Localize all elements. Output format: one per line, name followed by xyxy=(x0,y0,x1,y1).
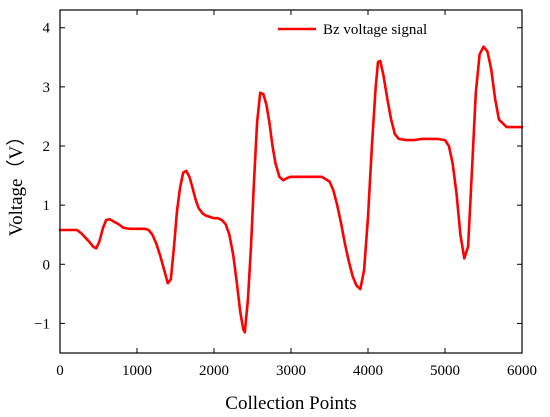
x-tick-label: 6000 xyxy=(507,363,537,379)
x-tick-label: 3000 xyxy=(276,363,306,379)
x-axis: 0 1000 2000 3000 4000 5000 6000 xyxy=(56,10,537,379)
y-tick-label: 4 xyxy=(43,21,51,37)
y-tick-label: 2 xyxy=(43,139,51,155)
series-layer xyxy=(58,45,524,334)
legend-entry: Bz voltage signal xyxy=(323,22,427,38)
x-tick-label: 4000 xyxy=(353,363,383,379)
legend: Bz voltage signal xyxy=(278,22,427,38)
x-tick-label: 1000 xyxy=(122,363,152,379)
x-axis-label: Collection Points xyxy=(225,393,356,414)
y-tick-label: 1 xyxy=(43,198,51,214)
y-axis: −1 0 1 2 3 4 xyxy=(34,21,522,332)
y-tick-label: 0 xyxy=(43,257,51,273)
x-tick-label: 2000 xyxy=(199,363,229,379)
series-line-bz-voltage xyxy=(58,45,524,334)
x-tick-label: 5000 xyxy=(430,363,460,379)
x-tick-label: 0 xyxy=(56,363,64,379)
y-tick-label: 3 xyxy=(43,80,51,96)
plot-frame xyxy=(59,9,523,354)
y-axis-label: Voltage（V） xyxy=(5,127,27,236)
y-tick-label: −1 xyxy=(34,316,50,332)
